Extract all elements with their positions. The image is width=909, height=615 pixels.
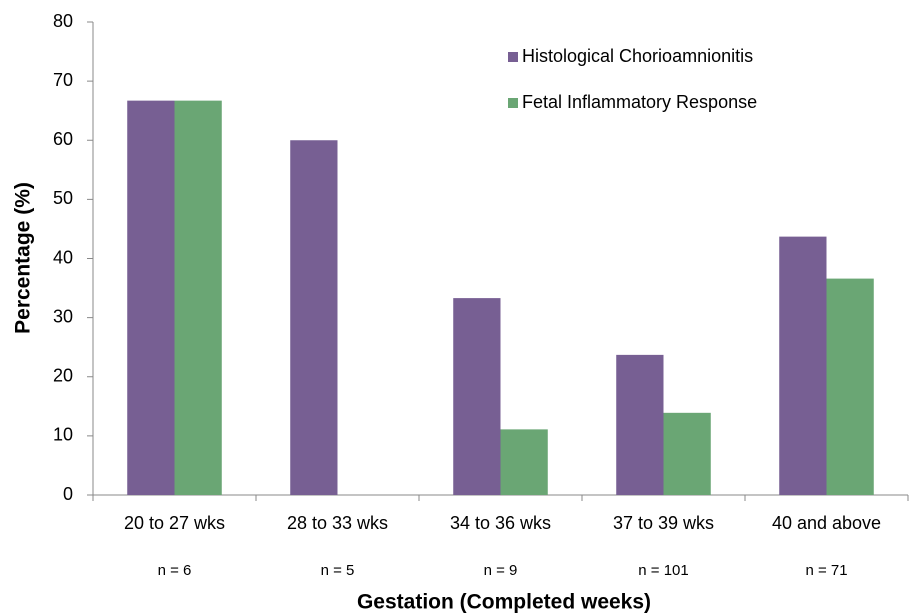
y-tick-label: 30: [53, 306, 73, 326]
x-tick-label: 34 to 36 wks: [450, 513, 551, 533]
bar: [174, 100, 222, 495]
y-tick-label: 0: [63, 484, 73, 504]
bar: [663, 412, 711, 495]
sample-size: n = 71: [805, 562, 847, 579]
y-tick-label: 80: [53, 11, 73, 31]
sample-size: n = 101: [638, 562, 688, 579]
y-tick-label: 20: [53, 366, 73, 386]
x-axis-title: Gestation (Completed weeks): [357, 591, 651, 614]
bar: [500, 429, 548, 495]
legend-label: Histological Chorioamnionitis: [522, 46, 753, 66]
y-tick-label: 10: [53, 425, 73, 445]
sample-size: n = 5: [321, 562, 355, 579]
bar: [290, 140, 338, 495]
y-axis-title: Percentage (%): [12, 182, 35, 334]
x-tick-label: 28 to 33 wks: [287, 513, 388, 533]
legend-swatch: [508, 52, 518, 62]
x-tick-label: 37 to 39 wks: [613, 513, 714, 533]
x-tick-label: 40 and above: [772, 513, 881, 533]
legend-swatch: [508, 98, 518, 108]
legend-label: Fetal Inflammatory Response: [522, 92, 757, 112]
bar: [616, 354, 664, 495]
y-tick-label: 70: [53, 70, 73, 90]
bar: [127, 100, 175, 495]
y-tick-label: 40: [53, 247, 73, 267]
sample-size: n = 9: [484, 562, 518, 579]
x-tick-label: 20 to 27 wks: [124, 513, 225, 533]
bar: [826, 278, 874, 495]
sample-size: n = 6: [158, 562, 192, 579]
y-tick-label: 60: [53, 129, 73, 149]
bar: [779, 236, 827, 495]
y-tick-label: 50: [53, 188, 73, 208]
bar: [453, 298, 501, 495]
